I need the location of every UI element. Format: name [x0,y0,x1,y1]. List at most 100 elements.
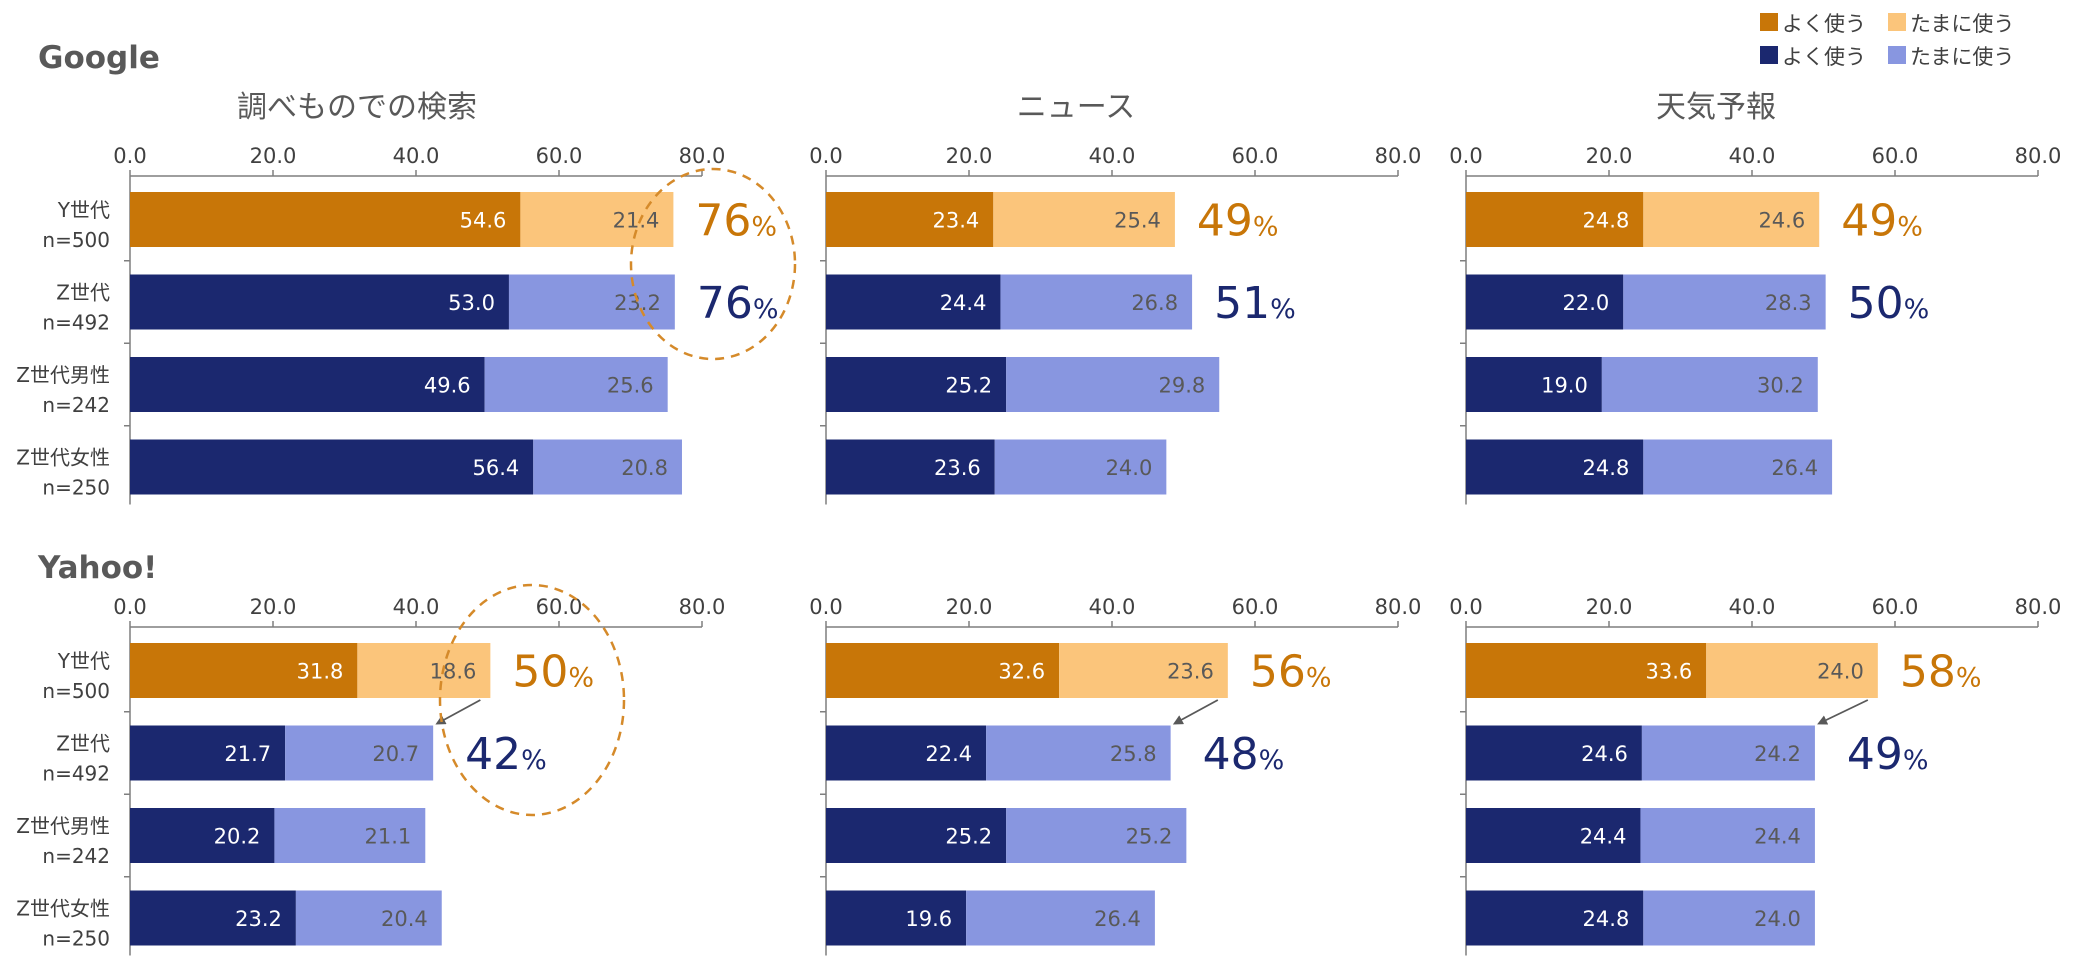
data-label-sometimes: 20.8 [621,456,668,480]
category-sample-size: n=500 [42,228,110,252]
total-label: 56% [1250,647,1332,698]
total-number: 42 [465,729,521,780]
x-tick-label: 40.0 [1729,595,1776,619]
total-number: 56 [1250,647,1306,698]
x-tick-label: 0.0 [1449,144,1482,168]
data-label-often: 20.2 [214,825,261,849]
data-label-often: 33.6 [1645,660,1692,684]
total-number: 49 [1197,196,1253,247]
total-label: 50% [1848,278,1930,329]
data-label-often: 22.0 [1563,291,1610,315]
x-tick-label: 80.0 [2015,144,2062,168]
x-tick-label: 80.0 [679,144,726,168]
data-label-often: 19.6 [905,907,952,931]
total-label: 51% [1214,278,1296,329]
data-label-often: 56.4 [472,456,519,480]
data-label-sometimes: 24.0 [1817,660,1864,684]
data-label-sometimes: 25.4 [1114,209,1161,233]
category-label: Z世代男性 [16,363,110,387]
category-label: Z世代男性 [16,814,110,838]
total-number: 51 [1214,278,1270,329]
panel-yahoo-2: 0.0 20.0 40.0 60.0 80.033.6 24.024.6 24.224.4 2… [1449,595,2061,956]
data-label-often: 24.8 [1583,907,1630,931]
data-label-often: 24.6 [1581,742,1628,766]
total-percent-sign: % [1259,745,1285,776]
total-percent-sign: % [753,294,779,325]
data-label-sometimes: 24.0 [1106,456,1153,480]
x-tick-label: 80.0 [2015,595,2062,619]
data-label-often: 22.4 [925,742,972,766]
data-label-sometimes: 24.6 [1758,209,1805,233]
x-tick-label: 20.0 [250,144,297,168]
panel-yahoo-1: 0.0 20.0 40.0 60.0 80.0 32.6 23.6 22.4 25.8 25.2 2… [809,595,1421,956]
legend-label-y-sometimes: たまに使う [1910,12,2014,36]
category-label: Z世代女性 [16,897,110,921]
data-label-sometimes: 29.8 [1158,374,1205,398]
x-tick-label: 0.0 [113,144,146,168]
data-label-often: 25.2 [945,374,992,398]
data-label-sometimes: 25.2 [1126,825,1173,849]
legend-swatch-y-often [1760,13,1778,31]
x-tick-label: 20.0 [1586,144,1633,168]
data-label-sometimes: 24.0 [1754,907,1801,931]
total-percent-sign: % [568,663,594,694]
data-label-often: 23.2 [235,907,282,931]
data-label-sometimes: 23.6 [1167,660,1214,684]
total-label: 50% [512,647,594,698]
total-label: 48% [1203,729,1285,780]
panel-title-weather: 天気予報 [1656,90,1776,125]
x-tick-label: 0.0 [809,595,842,619]
x-tick-label: 20.0 [250,595,297,619]
total-label: 76% [695,196,777,247]
total-label: 58% [1900,647,1982,698]
x-tick-label: 0.0 [113,595,146,619]
x-tick-label: 40.0 [1089,595,1136,619]
total-number: 76 [697,278,753,329]
category-sample-size: n=492 [42,762,110,786]
data-label-often: 24.8 [1583,209,1630,233]
x-tick-label: 60.0 [1872,144,1919,168]
data-label-often: 23.6 [934,456,981,480]
category-sample-size: n=242 [42,844,110,868]
stacked-bar-chart: よく使う たまに使う よく使う たまに使う Google Yahoo! 調べもの… [0,0,2077,978]
legend-swatch-z-often [1760,46,1778,64]
x-tick-label: 60.0 [1872,595,1919,619]
x-tick-label: 60.0 [536,144,583,168]
decrease-arrow [1175,700,1218,724]
data-label-sometimes: 21.1 [365,825,412,849]
legend-swatch-z-sometimes [1888,46,1906,64]
data-label-often: 23.4 [933,209,980,233]
data-label-often: 24.8 [1583,456,1630,480]
category-sample-size: n=492 [42,311,110,335]
legend-swatch-y-sometimes [1888,13,1906,31]
data-label-sometimes: 28.3 [1765,291,1812,315]
legend: よく使う たまに使う よく使う たまに使う [1760,12,2014,69]
legend-label-z-sometimes: たまに使う [1910,45,2014,69]
total-percent-sign: % [1306,663,1332,694]
data-label-sometimes: 23.2 [614,291,661,315]
category-label: Z世代 [56,281,110,305]
x-tick-label: 80.0 [1375,144,1422,168]
data-label-sometimes: 18.6 [430,660,477,684]
data-label-often: 31.8 [297,660,344,684]
total-number: 50 [512,647,568,698]
total-percent-sign: % [521,745,547,776]
panel-google-0: 0.0 20.0 40.0 60.0 80.0 54.6 21.4 Y世代 n=500 53.0 2… [16,144,795,505]
total-label: 42% [465,729,547,780]
data-label-sometimes: 24.2 [1754,742,1801,766]
total-number: 49 [1841,196,1897,247]
x-tick-label: 0.0 [1449,595,1482,619]
data-label-often: 25.2 [945,825,992,849]
panel-google-2: 0.0 20.0 40.0 60.0 80.024.8 24.622.0 28.319.0 3… [1449,144,2061,505]
category-label: Z世代 [56,732,110,756]
data-label-often: 21.7 [224,742,271,766]
x-tick-label: 40.0 [1729,144,1776,168]
total-percent-sign: % [1897,212,1923,243]
panel-title-news: ニュース [1017,90,1136,125]
total-label: 49% [1197,196,1279,247]
total-label: 49% [1847,729,1929,780]
x-tick-label: 20.0 [1586,595,1633,619]
data-label-often: 53.0 [448,291,495,315]
total-number: 50 [1848,278,1904,329]
